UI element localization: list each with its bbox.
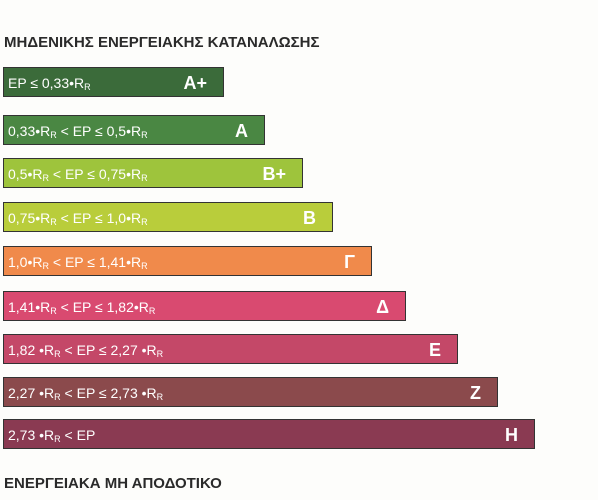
- class-bar: 1,41•RR < EP ≤ 1,82•RR Δ: [3, 291, 406, 321]
- subscript: R: [54, 392, 61, 402]
- class-bar: 0,33•RR < EP ≤ 0,5•RR A: [3, 115, 265, 145]
- range-part: 0,5•R: [8, 166, 43, 182]
- subscript: R: [156, 392, 164, 402]
- range-text: 2,73 •RR < EP: [8, 427, 95, 444]
- range-part: 2,27 •R: [8, 385, 55, 401]
- subscript: R: [141, 217, 148, 227]
- class-bar: 2,73 •RR < EP Η: [3, 419, 535, 449]
- footer-title: ΕΝΕΡΓΕΙΑΚΑ ΜΗ ΑΠΟΔΟΤΙΚΟ: [4, 475, 222, 492]
- range-text: 1,82 •RR < EP ≤ 2,27 •RR: [8, 342, 163, 359]
- range-part: EP ≤ 0,33•R: [8, 75, 85, 91]
- range-part: < EP: [60, 427, 96, 443]
- range-part: < EP ≤ 1,41•R: [48, 254, 142, 270]
- class-bar: 2,27 •RR < EP ≤ 2,73 •RR Ζ: [3, 377, 498, 407]
- range-part: < EP ≤ 0,75•R: [48, 166, 142, 182]
- class-bar: EP ≤ 0,33•RR A+: [3, 67, 224, 97]
- range-part: < EP ≤ 1,0•R: [56, 210, 142, 226]
- class-label: B: [303, 208, 316, 228]
- class-bar: 1,0•RR < EP ≤ 1,41•RR Γ: [3, 246, 372, 276]
- subscript: R: [156, 349, 164, 359]
- class-label: A: [235, 121, 248, 141]
- class-bar: 1,82 •RR < EP ≤ 2,27 •RR Ε: [3, 334, 458, 364]
- subscript: R: [50, 217, 57, 227]
- class-label: Ε: [428, 340, 441, 360]
- class-bar: 0,75•RR < EP ≤ 1,0•RR B: [3, 202, 333, 232]
- range-text: 0,75•RR < EP ≤ 1,0•RR: [8, 210, 148, 227]
- subscript: R: [141, 130, 148, 140]
- subscript: R: [42, 173, 49, 183]
- subscript: R: [50, 306, 57, 316]
- subscript: R: [54, 434, 61, 444]
- range-text: 2,27 •RR < EP ≤ 2,73 •RR: [8, 385, 163, 402]
- range-text: 1,41•RR < EP ≤ 1,82•RR: [8, 299, 155, 316]
- range-text: 1,0•RR < EP ≤ 1,41•RR: [8, 254, 148, 271]
- range-part: 1,41•R: [8, 299, 51, 315]
- class-label: B+: [262, 164, 286, 184]
- range-part: 0,75•R: [8, 210, 51, 226]
- range-text: EP ≤ 0,33•RR: [8, 75, 91, 92]
- class-label: Ζ: [470, 383, 481, 403]
- subscript: R: [50, 130, 57, 140]
- class-label: Δ: [376, 297, 389, 317]
- range-text: 0,33•RR < EP ≤ 0,5•RR: [8, 123, 148, 140]
- subscript: R: [141, 173, 148, 183]
- header-title: ΜΗΔΕΝΙΚΗΣ ΕΝΕΡΓΕΙΑΚΗΣ ΚΑΤΑΝΑΛΩΣΗΣ: [4, 34, 320, 51]
- class-bar: 0,5•RR < EP ≤ 0,75•RR B+: [3, 158, 303, 188]
- range-part: 1,0•R: [8, 254, 43, 270]
- subscript: R: [54, 349, 61, 359]
- class-label: A+: [183, 73, 207, 93]
- subscript: R: [42, 261, 49, 271]
- class-label: Η: [505, 425, 518, 445]
- range-part: 2,73 •R: [8, 427, 55, 443]
- range-part: 0,33•R: [8, 123, 51, 139]
- class-label: Γ: [344, 252, 355, 272]
- range-part: < EP ≤ 2,27 •R: [60, 342, 157, 358]
- range-part: < EP ≤ 2,73 •R: [60, 385, 157, 401]
- subscript: R: [141, 261, 148, 271]
- range-part: 1,82 •R: [8, 342, 55, 358]
- subscript: R: [84, 82, 91, 92]
- subscript: R: [148, 306, 156, 316]
- range-part: < EP ≤ 0,5•R: [56, 123, 142, 139]
- range-text: 0,5•RR < EP ≤ 0,75•RR: [8, 166, 148, 183]
- range-part: < EP ≤ 1,82•R: [56, 299, 149, 315]
